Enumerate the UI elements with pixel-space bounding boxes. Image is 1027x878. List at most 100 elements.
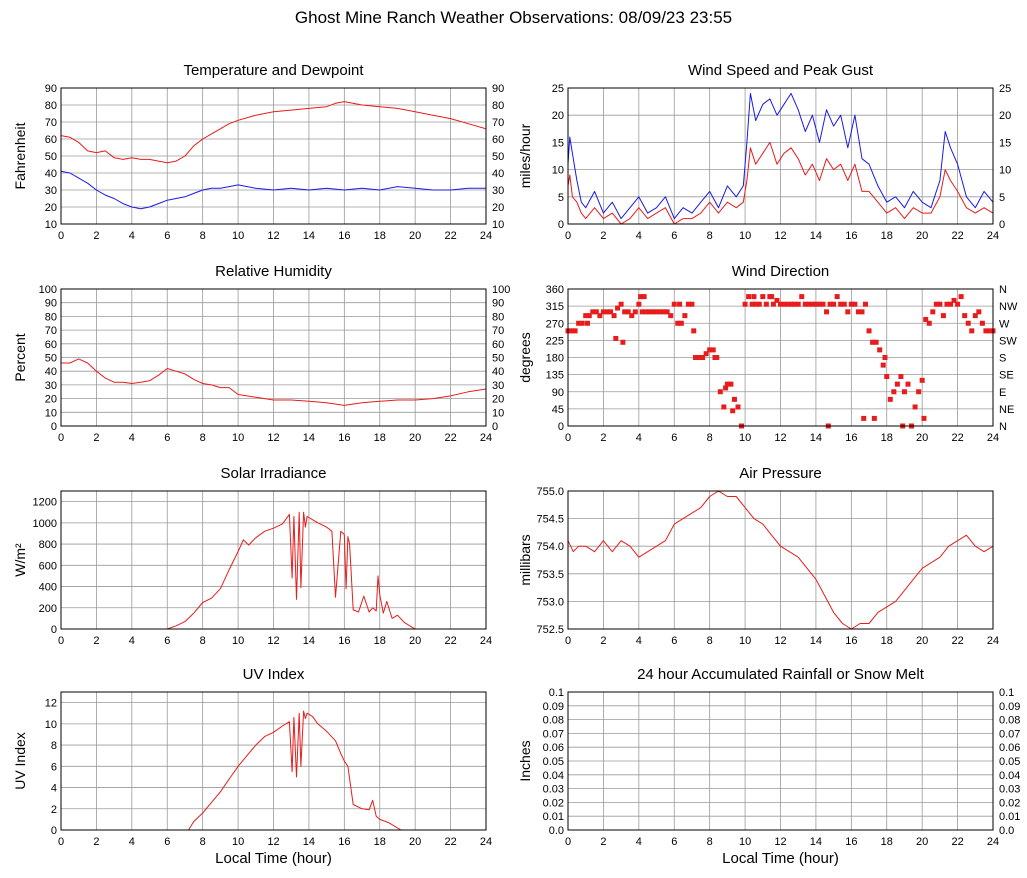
data-point <box>831 301 837 307</box>
data-point <box>976 309 982 315</box>
y-tick-label: 50 <box>45 353 57 365</box>
x-tick-label: 14 <box>303 635 315 647</box>
right-tick-label: NE <box>999 404 1014 416</box>
data-point <box>933 301 939 307</box>
data-point <box>638 294 644 300</box>
y-tick-label: 752.5 <box>536 624 564 636</box>
data-point <box>859 309 865 315</box>
data-point <box>852 301 858 307</box>
y-tick-label: 20 <box>552 110 564 122</box>
data-point <box>710 347 716 353</box>
right-tick-label: 80 <box>492 311 504 323</box>
data-point <box>788 301 794 307</box>
x-tick-label: 0 <box>58 432 64 444</box>
data-point <box>861 415 867 421</box>
data-point <box>962 313 968 319</box>
y-tick-label: 2 <box>51 804 57 816</box>
x-tick-label: 16 <box>845 836 857 848</box>
x-tick-label: 14 <box>810 635 822 647</box>
right-tick-label: 30 <box>492 185 504 197</box>
data-point <box>986 328 992 334</box>
y-tick-label: 90 <box>45 298 57 310</box>
data-point <box>746 294 752 300</box>
y-tick-label: 0 <box>558 219 564 231</box>
y-tick-label: 0.06 <box>543 742 564 754</box>
y-tick-label: 0 <box>51 825 57 837</box>
data-point <box>742 301 748 307</box>
y-tick-label: 0.01 <box>543 811 564 823</box>
data-point <box>802 301 808 307</box>
data-point <box>769 294 775 300</box>
right-tick-label: E <box>999 387 1006 399</box>
chart-title: Temperature and Dewpoint <box>183 62 364 79</box>
y-tick-label: 60 <box>45 339 57 351</box>
y-tick-label: 0.03 <box>543 784 564 796</box>
data-point <box>806 301 812 307</box>
data-point <box>584 320 590 326</box>
x-tick-label: 20 <box>916 635 928 647</box>
y-tick-label: 0.08 <box>543 715 564 727</box>
y-tick-label: 90 <box>45 83 57 95</box>
right-tick-label: 70 <box>492 117 504 129</box>
data-point <box>841 301 847 307</box>
x-tick-label: 2 <box>600 635 606 647</box>
y-axis-label: Fahrenheit <box>12 122 28 189</box>
x-tick-label: 22 <box>951 635 963 647</box>
x-tick-label: 8 <box>200 432 206 444</box>
x-tick-label: 22 <box>951 836 963 848</box>
data-point <box>824 309 830 315</box>
data-point <box>955 301 961 307</box>
data-point <box>632 309 638 315</box>
x-tick-label: 4 <box>129 635 135 647</box>
data-point <box>921 415 927 421</box>
x-tick-label: 2 <box>93 230 99 242</box>
series-line <box>61 710 486 831</box>
x-tick-label: 10 <box>232 432 244 444</box>
y-tick-label: 25 <box>552 83 564 95</box>
right-tick-label: 20 <box>492 394 504 406</box>
data-point <box>712 355 718 360</box>
right-tick-label: 0 <box>492 421 498 433</box>
data-point <box>972 313 978 319</box>
data-point <box>882 355 888 360</box>
x-tick-label: 16 <box>845 635 857 647</box>
x-tick-label: 10 <box>232 230 244 242</box>
data-point <box>689 301 695 307</box>
x-tick-label: 22 <box>951 432 963 444</box>
x-tick-label: 10 <box>739 635 751 647</box>
data-point <box>891 389 897 395</box>
data-point <box>597 313 603 319</box>
data-point <box>866 328 872 334</box>
data-point <box>763 301 769 307</box>
x-tick-label: 12 <box>267 635 279 647</box>
series-line <box>567 141 994 225</box>
y-tick-label: 10 <box>45 407 57 419</box>
y-tick-label: 754.5 <box>536 514 564 526</box>
y-tick-label: 50 <box>45 151 57 163</box>
y-tick-label: 0.1 <box>549 687 564 699</box>
x-tick-label: 18 <box>374 230 386 242</box>
data-point <box>770 301 776 307</box>
data-point <box>696 355 702 360</box>
data-point <box>880 362 886 368</box>
x-tick-label: 18 <box>881 230 893 242</box>
y-tick-label: 225 <box>546 335 564 347</box>
data-point <box>730 408 736 414</box>
y-tick-label: 200 <box>39 603 57 615</box>
data-point <box>894 381 900 387</box>
x-tick-label: 14 <box>303 230 315 242</box>
data-point <box>593 309 599 315</box>
data-point <box>923 316 929 322</box>
data-point <box>816 301 822 307</box>
right-tick-label: 0.01 <box>999 811 1020 823</box>
y-tick-label: 20 <box>45 202 57 214</box>
data-point <box>618 301 624 307</box>
x-tick-label: 8 <box>707 432 713 444</box>
data-point <box>756 301 762 307</box>
x-tick-label: 0 <box>565 635 571 647</box>
data-point <box>863 301 868 307</box>
